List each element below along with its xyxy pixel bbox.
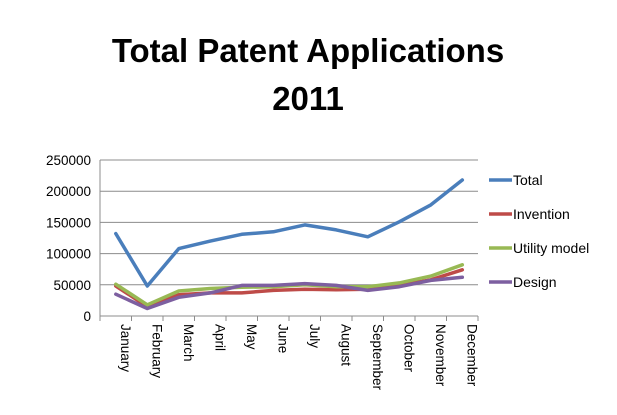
x-tick-label: September [370, 324, 385, 391]
legend-label: Utility model [513, 240, 589, 256]
x-tick-label: March [181, 324, 196, 362]
y-tick-label: 100000 [46, 247, 91, 262]
x-tick-label: June [275, 324, 290, 353]
legend-label: Design [513, 274, 557, 290]
y-tick-label: 150000 [46, 215, 91, 230]
y-tick-label: 250000 [46, 153, 91, 168]
y-tick-label: 200000 [46, 184, 91, 199]
x-tick-label: December [464, 324, 479, 387]
x-tick-label: August [338, 324, 353, 366]
legend: Total Invention Utility model Design [489, 172, 589, 290]
x-tick-label: May [244, 324, 259, 350]
plot-area: 250000 200000 150000 100000 50000 0 January Feb… [46, 153, 479, 391]
x-tick-label: July [307, 324, 322, 348]
x-tick-label: November [433, 324, 448, 387]
x-tick-label: January [118, 324, 133, 372]
x-tick-label: February [149, 324, 164, 378]
chart-subtitle: 2011 [272, 80, 344, 117]
series-line-design [114, 275, 465, 311]
y-tick-label: 0 [83, 309, 91, 324]
x-tick-label: April [212, 324, 227, 351]
y-tick-label: 50000 [53, 278, 91, 293]
series-line-total [114, 178, 465, 288]
chart-title: Total Patent Applications [112, 32, 504, 69]
legend-label: Total [513, 172, 543, 188]
x-tick-label: October [401, 324, 416, 373]
legend-label: Invention [513, 206, 570, 222]
